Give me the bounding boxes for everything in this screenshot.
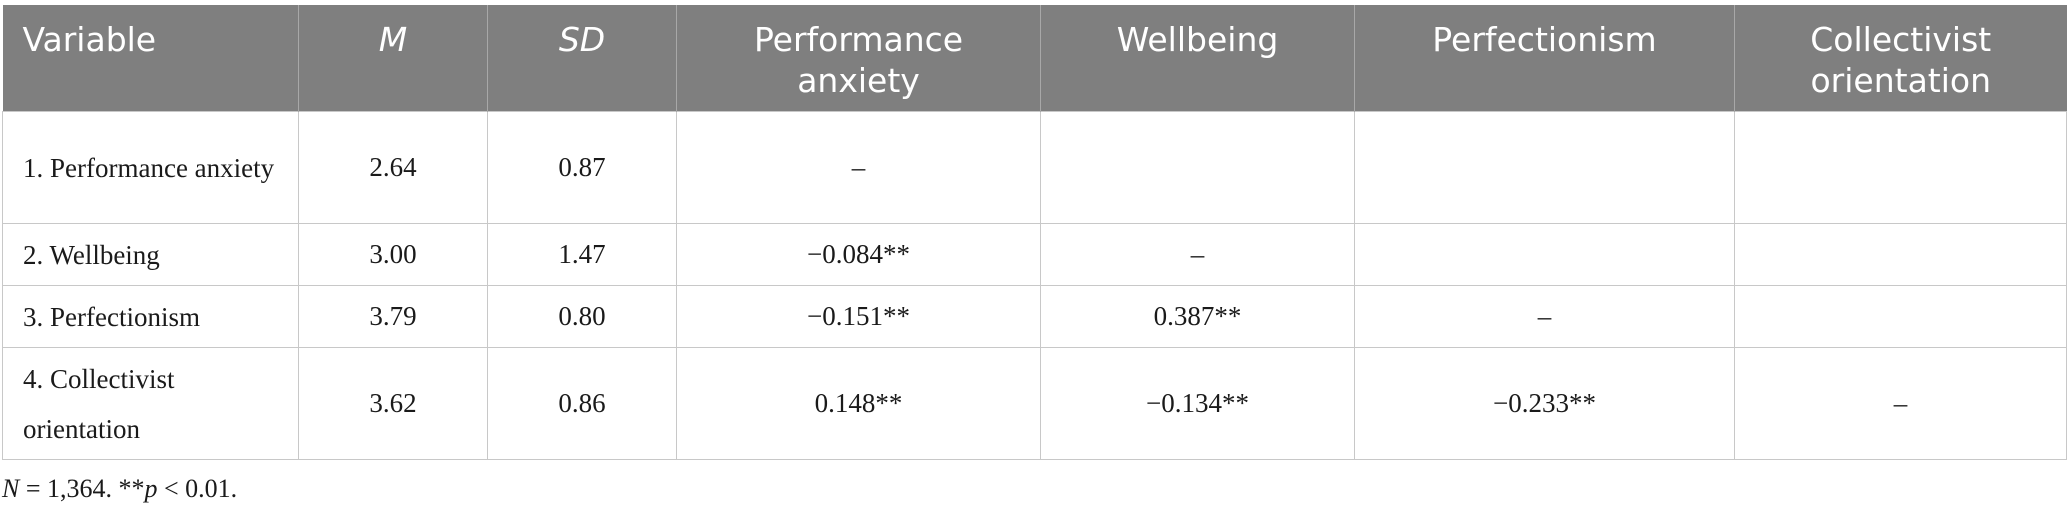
header-mean: M xyxy=(298,5,488,112)
header-perfectionism: Perfectionism xyxy=(1354,5,1735,112)
table-cell: −0.134** xyxy=(1040,347,1355,460)
table-cell xyxy=(1734,223,2067,286)
correlation-table-container: Variable M SD Performance anxiety Wellbe… xyxy=(2,5,2067,460)
header-collectivist-orientation: Collectivist orientation xyxy=(1734,5,2067,112)
table-cell xyxy=(1354,111,1735,224)
table-cell: 3.62 xyxy=(298,347,488,460)
table-row: 2. Wellbeing 3.00 1.47 −0.084** – xyxy=(2,223,2067,286)
table-cell: −0.084** xyxy=(676,223,1041,286)
table-cell: – xyxy=(1040,223,1355,286)
table-cell: 0.87 xyxy=(487,111,677,224)
table-cell: 0.387** xyxy=(1040,285,1355,348)
table-cell: 0.148** xyxy=(676,347,1041,460)
header-sd: SD xyxy=(487,5,677,112)
table-footnote: N = 1,364. **p < 0.01. xyxy=(2,474,237,504)
table-row: 1. Performance anxiety 2.64 0.87 – xyxy=(2,111,2067,224)
table-cell: −0.233** xyxy=(1354,347,1735,460)
table-row: 3. Perfectionism 3.79 0.80 −0.151** 0.38… xyxy=(2,285,2067,348)
footnote-p-text: < 0.01. xyxy=(157,474,238,503)
table-cell: – xyxy=(676,111,1041,224)
table-cell: 0.80 xyxy=(487,285,677,348)
table-cell: −0.151** xyxy=(676,285,1041,348)
table-cell: 1. Performance anxiety xyxy=(2,111,299,224)
footnote-n-label: N xyxy=(2,474,20,503)
table-cell xyxy=(1734,285,2067,348)
table-cell: 4. Collectivist orientation xyxy=(2,347,299,460)
table-cell: 0.86 xyxy=(487,347,677,460)
table-cell xyxy=(1734,111,2067,224)
footnote-n-text: = 1,364. ** xyxy=(19,474,145,503)
footnote-p-label: p xyxy=(144,474,158,503)
table-cell: 1.47 xyxy=(487,223,677,286)
table-cell xyxy=(1354,223,1735,286)
header-performance-anxiety: Performance anxiety xyxy=(676,5,1041,112)
table-cell: 2.64 xyxy=(298,111,488,224)
correlation-table: Variable M SD Performance anxiety Wellbe… xyxy=(2,5,2067,460)
table-cell: 2. Wellbeing xyxy=(2,223,299,286)
table-row: 4. Collectivist orientation 3.62 0.86 0.… xyxy=(2,347,2067,460)
table-cell: 3.79 xyxy=(298,285,488,348)
table-cell: – xyxy=(1734,347,2067,460)
header-variable: Variable xyxy=(2,5,299,112)
table-cell: 3.00 xyxy=(298,223,488,286)
header-wellbeing: Wellbeing xyxy=(1040,5,1355,112)
table-header-row: Variable M SD Performance anxiety Wellbe… xyxy=(2,5,2067,112)
table-cell: – xyxy=(1354,285,1735,348)
table-cell xyxy=(1040,111,1355,224)
table-cell: 3. Perfectionism xyxy=(2,285,299,348)
